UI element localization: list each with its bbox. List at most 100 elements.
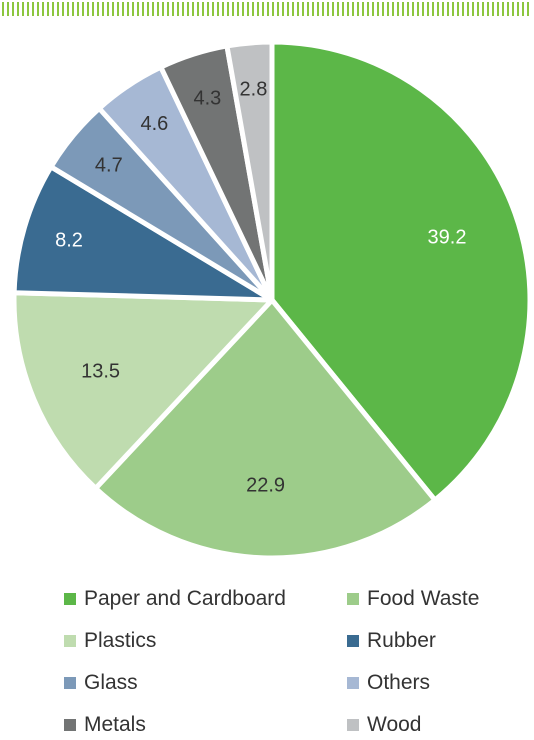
stripe-tick bbox=[12, 2, 14, 16]
stripe-tick bbox=[137, 2, 139, 16]
stripe-tick bbox=[437, 2, 439, 16]
slice-value-label: 4.3 bbox=[193, 88, 221, 110]
stripe-tick bbox=[497, 2, 499, 16]
stripe-tick bbox=[317, 2, 319, 16]
stripe-tick bbox=[377, 2, 379, 16]
stripe-tick bbox=[417, 2, 419, 16]
legend-label: Wood bbox=[367, 713, 422, 736]
slice-value-label: 8.2 bbox=[55, 229, 83, 251]
stripe-tick bbox=[142, 2, 144, 16]
stripe-tick bbox=[252, 2, 254, 16]
stripe-tick bbox=[57, 2, 59, 16]
stripe-tick bbox=[522, 2, 524, 16]
stripe-tick bbox=[397, 2, 399, 16]
stripe-tick bbox=[302, 2, 304, 16]
stripe-tick bbox=[202, 2, 204, 16]
legend-item: Rubber bbox=[347, 626, 436, 656]
legend-label: Metals bbox=[84, 713, 146, 736]
stripe-tick bbox=[112, 2, 114, 16]
stripe-tick bbox=[307, 2, 309, 16]
slice-value-label: 39.2 bbox=[428, 227, 467, 249]
stripe-tick bbox=[117, 2, 119, 16]
stripe-tick bbox=[447, 2, 449, 16]
stripe-tick bbox=[472, 2, 474, 16]
stripe-tick bbox=[192, 2, 194, 16]
stripe-tick bbox=[182, 2, 184, 16]
slice-value-label: 4.6 bbox=[140, 113, 168, 135]
stripe-tick bbox=[152, 2, 154, 16]
legend-label: Food Waste bbox=[367, 587, 480, 610]
pie-slice-plastics bbox=[11, 290, 275, 491]
legend-swatch bbox=[64, 677, 76, 689]
stripe-tick bbox=[227, 2, 229, 16]
stripe-tick bbox=[207, 2, 209, 16]
stripe-tick bbox=[327, 2, 329, 16]
stripe-tick bbox=[282, 2, 284, 16]
stripe-tick bbox=[257, 2, 259, 16]
stripe-tick bbox=[412, 2, 414, 16]
stripe-tick bbox=[157, 2, 159, 16]
stripe-tick bbox=[292, 2, 294, 16]
stripe-tick bbox=[367, 2, 369, 16]
legend-item: Glass bbox=[64, 668, 138, 698]
stripe-tick bbox=[322, 2, 324, 16]
slice-value-label: 13.5 bbox=[81, 360, 120, 382]
stripe-tick bbox=[127, 2, 129, 16]
stripe-tick bbox=[442, 2, 444, 16]
stripe-tick bbox=[392, 2, 394, 16]
stripe-tick bbox=[37, 2, 39, 16]
stripe-tick bbox=[172, 2, 174, 16]
pie-slice-wood bbox=[224, 39, 275, 303]
stripe-tick bbox=[407, 2, 409, 16]
stripe-tick bbox=[52, 2, 54, 16]
stripe-tick bbox=[267, 2, 269, 16]
stripe-tick bbox=[107, 2, 109, 16]
stripe-tick bbox=[167, 2, 169, 16]
stripe-tick bbox=[42, 2, 44, 16]
slice-value-label: 4.7 bbox=[95, 154, 123, 176]
pie-slice-food-waste bbox=[93, 297, 438, 561]
legend-item: Others bbox=[347, 668, 430, 698]
legend-item: Wood bbox=[347, 710, 421, 740]
stripe-tick bbox=[452, 2, 454, 16]
stripe-tick bbox=[272, 2, 274, 16]
stripe-tick bbox=[512, 2, 514, 16]
stripe-tick bbox=[17, 2, 19, 16]
stripe-tick bbox=[427, 2, 429, 16]
stripe-tick bbox=[147, 2, 149, 16]
stripe-tick bbox=[92, 2, 94, 16]
stripe-tick bbox=[457, 2, 459, 16]
stripe-tick bbox=[47, 2, 49, 16]
pie-slice-rubber bbox=[11, 164, 275, 303]
stripe-tick bbox=[62, 2, 64, 16]
legend-label: Glass bbox=[84, 671, 138, 694]
legend-swatch bbox=[347, 719, 359, 731]
stripe-tick bbox=[312, 2, 314, 16]
stripe-tick bbox=[177, 2, 179, 16]
stripe-tick bbox=[237, 2, 239, 16]
stripe-tick bbox=[97, 2, 99, 16]
stripe-tick bbox=[247, 2, 249, 16]
stripe-tick bbox=[87, 2, 89, 16]
stripe-tick bbox=[212, 2, 214, 16]
stripe-tick bbox=[222, 2, 224, 16]
stripe-tick bbox=[337, 2, 339, 16]
legend-item: Paper and Cardboard bbox=[64, 584, 286, 614]
pie-slice-paper-and-cardboard bbox=[269, 39, 533, 503]
stripe-tick bbox=[197, 2, 199, 16]
stripe-tick bbox=[217, 2, 219, 16]
stripe-tick bbox=[507, 2, 509, 16]
stripe-tick bbox=[297, 2, 299, 16]
legend-label: Others bbox=[367, 671, 431, 694]
stripe-tick bbox=[382, 2, 384, 16]
pie-chart: 39.2 22.9 13.5 8.2 4.7 4.6 4.3 2.8 bbox=[11, 39, 533, 561]
stripe-tick bbox=[132, 2, 134, 16]
legend-swatch bbox=[347, 635, 359, 647]
stripe-tick bbox=[487, 2, 489, 16]
stripe-tick bbox=[77, 2, 79, 16]
stripe-tick bbox=[422, 2, 424, 16]
stripe-tick bbox=[32, 2, 34, 16]
stripe-tick bbox=[362, 2, 364, 16]
stripe-tick bbox=[67, 2, 69, 16]
stripe-tick bbox=[402, 2, 404, 16]
